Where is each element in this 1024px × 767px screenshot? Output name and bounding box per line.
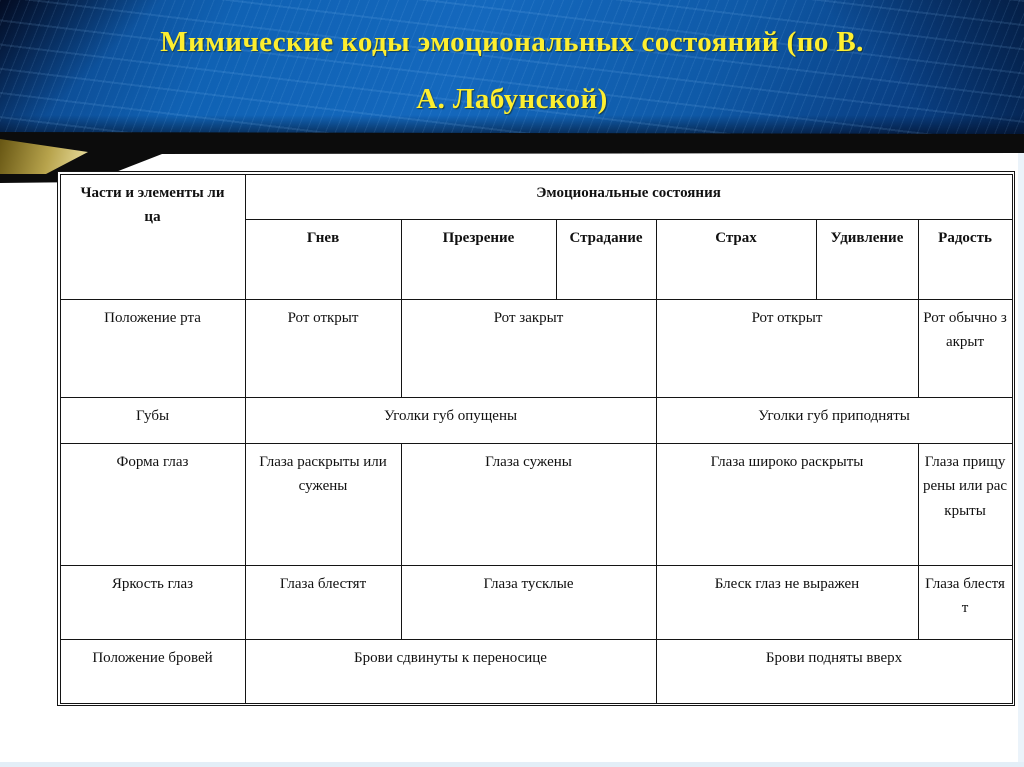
table-cell: Рот обычно з акрыт bbox=[917, 298, 1013, 398]
row-label-cell: Яркость глаз bbox=[59, 564, 246, 640]
table-cell: Глаза широко раскрыты bbox=[655, 442, 919, 566]
emotion-codes-table-frame: Части и элементы ли ца Эмоциональные сос… bbox=[57, 171, 1016, 706]
table-cell: Глаза блестят bbox=[244, 564, 402, 640]
table-cell: Рот открыт bbox=[244, 298, 402, 398]
table-row-eye-brightness: Яркость глаз Глаза блестят Глаза тусклые… bbox=[59, 564, 1013, 640]
column-header-fear: Страх bbox=[655, 218, 817, 300]
corner-header-cell: Части и элементы ли ца bbox=[59, 173, 246, 300]
column-header-surprise: Удивление bbox=[815, 218, 919, 300]
table-row-eye-shape: Форма глаз Глаза раскрыты или сужены Гла… bbox=[59, 442, 1013, 566]
table-row-eyebrow-position: Положение бровей Брови сдвинуты к перено… bbox=[59, 638, 1013, 704]
column-header-joy: Радость bbox=[917, 218, 1013, 300]
table-cell: Глаза тусклые bbox=[400, 564, 657, 640]
table-cell: Глаза раскрыты или сужены bbox=[244, 442, 402, 566]
slide-bottom-edge bbox=[0, 762, 1024, 767]
group-header-cell: Эмоциональные состояния bbox=[244, 173, 1013, 220]
table-cell: Брови подняты вверх bbox=[655, 638, 1013, 704]
header-banner bbox=[0, 0, 1024, 137]
slide-title: Мимические коды эмоциональных состояний … bbox=[160, 26, 864, 115]
row-label-cell: Положение рта bbox=[59, 298, 246, 398]
table-cell: Уголки губ приподняты bbox=[655, 396, 1013, 444]
table-cell: Блеск глаз не выражен bbox=[655, 564, 919, 640]
table-cell: Глаза блестя т bbox=[917, 564, 1013, 640]
table-cell: Глаза прищу рены или рас крыты bbox=[917, 442, 1013, 566]
table-row-mouth-position: Положение рта Рот открыт Рот закрыт Рот … bbox=[59, 298, 1013, 398]
column-header-contempt: Презрение bbox=[400, 218, 557, 300]
table-cell: Рот открыт bbox=[655, 298, 919, 398]
row-label-cell: Положение бровей bbox=[59, 638, 246, 704]
table-cell: Брови сдвинуты к переносице bbox=[244, 638, 657, 704]
emotion-codes-table: Части и элементы ли ца Эмоциональные сос… bbox=[59, 173, 1013, 704]
column-header-anger: Гнев bbox=[244, 218, 402, 300]
row-label-cell: Форма глаз bbox=[59, 442, 246, 566]
slide-right-edge bbox=[1018, 153, 1024, 767]
table-cell: Уголки губ опущены bbox=[244, 396, 657, 444]
column-header-suffering: Страдание bbox=[555, 218, 657, 300]
row-label-cell: Губы bbox=[59, 396, 246, 444]
table-cell: Глаза сужены bbox=[400, 442, 657, 566]
table-row-lips: Губы Уголки губ опущены Уголки губ припо… bbox=[59, 396, 1013, 444]
table-cell: Рот закрыт bbox=[400, 298, 657, 398]
